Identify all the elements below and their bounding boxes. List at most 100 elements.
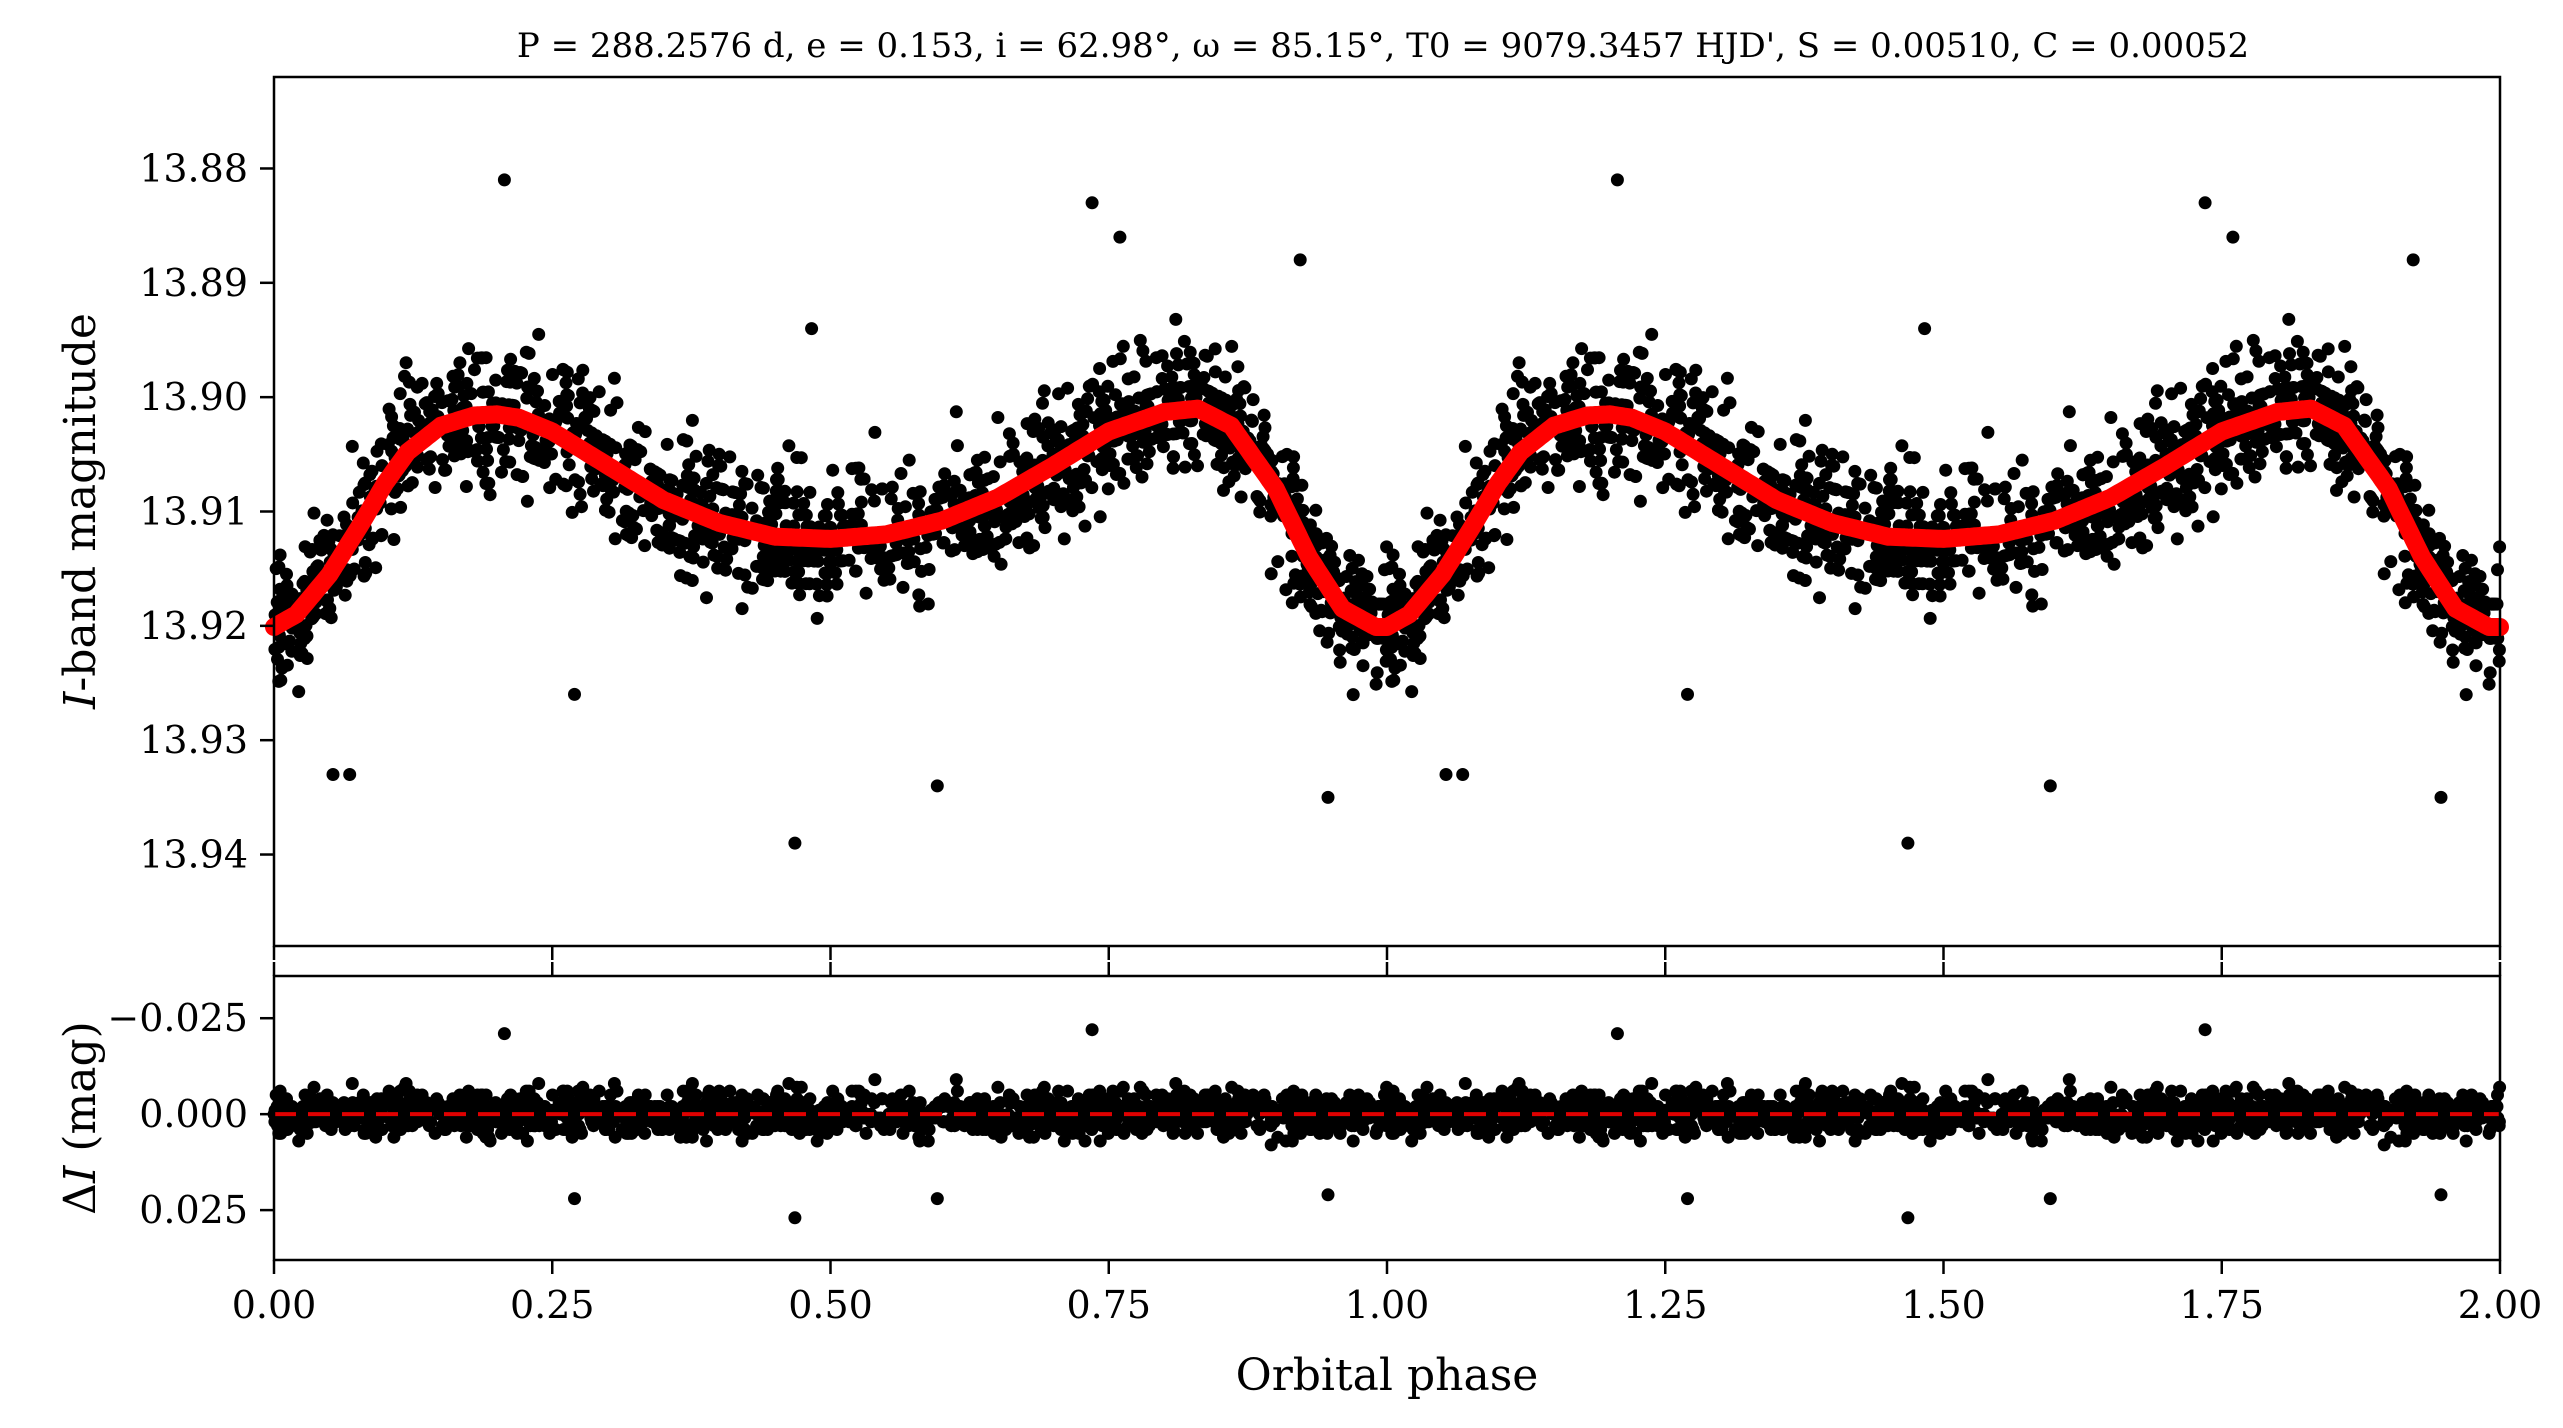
data-point bbox=[1320, 635, 1334, 649]
data-point bbox=[1602, 373, 1616, 387]
data-point bbox=[2293, 357, 2307, 371]
data-point bbox=[700, 591, 713, 605]
data-point bbox=[1907, 451, 1921, 465]
data-point bbox=[689, 449, 703, 463]
data-point bbox=[2025, 497, 2039, 510]
outlier-point bbox=[1681, 687, 1694, 701]
data-point bbox=[2090, 473, 2104, 487]
data-point bbox=[2246, 333, 2260, 347]
data-point bbox=[468, 363, 481, 377]
data-point bbox=[436, 453, 449, 467]
data-point bbox=[2219, 457, 2233, 471]
data-point bbox=[2170, 532, 2184, 546]
residual-point bbox=[949, 1073, 963, 1087]
data-point bbox=[1583, 351, 1597, 365]
data-point bbox=[572, 475, 585, 489]
data-point bbox=[1101, 379, 1115, 393]
data-point bbox=[831, 486, 845, 500]
data-point bbox=[1784, 534, 1798, 547]
data-point bbox=[2076, 468, 2090, 482]
residual-point bbox=[2150, 1080, 2164, 1094]
data-point bbox=[932, 480, 946, 494]
data-point bbox=[938, 467, 952, 481]
data-point bbox=[2339, 398, 2352, 412]
data-point bbox=[2370, 408, 2384, 422]
data-point bbox=[345, 439, 359, 453]
residual-point bbox=[2459, 1134, 2473, 1148]
data-point bbox=[1658, 447, 1671, 461]
data-point bbox=[1170, 347, 1183, 361]
data-point bbox=[2280, 450, 2293, 464]
data-point bbox=[2155, 484, 2168, 498]
data-point bbox=[771, 461, 785, 475]
data-point bbox=[527, 371, 541, 385]
residual-point bbox=[610, 1084, 624, 1098]
data-point bbox=[1264, 509, 1278, 523]
data-point bbox=[1258, 421, 1272, 435]
data-point bbox=[410, 380, 424, 394]
data-point bbox=[607, 371, 621, 385]
data-point bbox=[754, 481, 768, 494]
data-point bbox=[1876, 494, 1890, 508]
data-point bbox=[631, 443, 645, 457]
data-point bbox=[515, 469, 529, 483]
data-point bbox=[836, 554, 850, 568]
data-point bbox=[1946, 508, 1960, 522]
residual-point bbox=[1572, 1130, 1586, 1144]
data-point bbox=[2240, 370, 2254, 384]
data-point bbox=[1891, 496, 1905, 510]
data-point bbox=[1744, 443, 1758, 457]
data-point bbox=[2304, 459, 2317, 473]
data-point bbox=[810, 611, 824, 625]
data-point bbox=[817, 509, 831, 523]
data-point bbox=[385, 410, 399, 424]
data-point bbox=[1065, 424, 1079, 438]
data-point bbox=[1882, 507, 1896, 521]
data-point bbox=[992, 535, 1006, 549]
data-point bbox=[793, 588, 807, 602]
data-point bbox=[2174, 381, 2188, 395]
data-point bbox=[1458, 439, 1472, 453]
data-point bbox=[1656, 481, 1670, 495]
data-point bbox=[2468, 567, 2482, 581]
data-point bbox=[1848, 602, 1862, 616]
data-point bbox=[1675, 458, 1689, 472]
residual-point bbox=[345, 1077, 359, 1090]
residual-points bbox=[267, 1023, 2507, 1225]
data-point bbox=[2179, 481, 2193, 494]
data-point bbox=[1095, 452, 1109, 466]
data-point bbox=[2191, 519, 2205, 533]
data-point bbox=[1903, 485, 1917, 499]
data-point bbox=[2248, 470, 2262, 484]
data-point bbox=[448, 380, 462, 394]
data-point bbox=[1967, 495, 1981, 509]
data-point bbox=[902, 556, 916, 570]
residual-point bbox=[1057, 1134, 1071, 1148]
data-point bbox=[888, 548, 901, 562]
data-point bbox=[2321, 365, 2335, 379]
data-point bbox=[2290, 334, 2304, 348]
data-point bbox=[812, 589, 826, 603]
data-point bbox=[1906, 588, 1920, 602]
data-point bbox=[1003, 449, 1017, 463]
data-point bbox=[2214, 482, 2228, 496]
data-point bbox=[1980, 494, 1994, 508]
outlier-point bbox=[1610, 173, 1624, 187]
data-point bbox=[1061, 381, 1075, 395]
data-point bbox=[1036, 510, 1050, 524]
data-point bbox=[2485, 597, 2499, 611]
data-point bbox=[446, 369, 460, 383]
data-point bbox=[1830, 540, 1844, 554]
data-point bbox=[1570, 389, 1584, 403]
data-point bbox=[1199, 429, 1213, 443]
data-point bbox=[1678, 505, 1692, 519]
data-point bbox=[1333, 643, 1347, 657]
data-point bbox=[674, 569, 687, 583]
data-point bbox=[638, 539, 652, 553]
data-point bbox=[803, 485, 817, 499]
data-point bbox=[2491, 563, 2504, 577]
data-point bbox=[457, 389, 471, 403]
outlier-point bbox=[2198, 196, 2212, 210]
data-point bbox=[1812, 476, 1826, 490]
data-point bbox=[751, 468, 765, 482]
